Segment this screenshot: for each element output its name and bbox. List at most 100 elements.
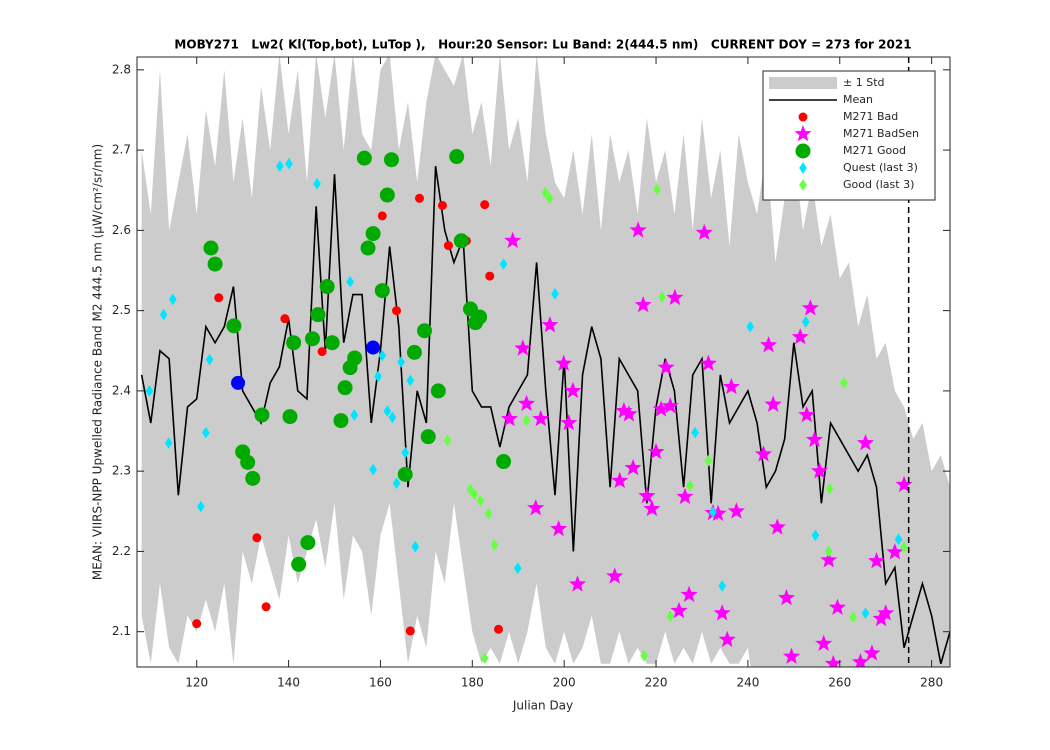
marker xyxy=(764,395,782,412)
marker xyxy=(620,405,638,422)
marker xyxy=(499,258,508,270)
y-tick-label: 2.2 xyxy=(112,544,131,558)
marker xyxy=(333,413,349,429)
marker xyxy=(360,240,376,256)
marker xyxy=(653,183,661,196)
y-tick-label: 2.6 xyxy=(112,223,131,237)
marker xyxy=(811,529,820,542)
marker xyxy=(657,358,675,375)
legend-label: Good (last 3) xyxy=(843,178,914,191)
legend-box xyxy=(762,70,936,201)
marker xyxy=(680,585,698,603)
marker xyxy=(810,462,829,479)
marker xyxy=(214,293,224,303)
marker xyxy=(379,187,395,203)
marker xyxy=(798,405,816,423)
marker xyxy=(366,340,381,355)
legend-label: Quest (last 3) xyxy=(843,161,918,174)
x-tick-label: 280 xyxy=(920,676,943,690)
marker xyxy=(231,375,246,390)
marker xyxy=(484,507,493,520)
marker xyxy=(815,634,833,652)
marker xyxy=(514,339,532,356)
marker xyxy=(304,331,320,347)
marker xyxy=(480,652,489,665)
marker xyxy=(718,630,736,647)
marker xyxy=(254,407,270,423)
marker xyxy=(638,487,656,504)
marker xyxy=(470,488,479,501)
marker xyxy=(397,466,413,482)
marker xyxy=(504,231,522,249)
marker xyxy=(420,429,436,445)
marker xyxy=(207,256,223,272)
marker xyxy=(624,458,642,476)
marker xyxy=(496,454,512,470)
marker xyxy=(661,397,679,414)
marker xyxy=(877,604,895,621)
marker xyxy=(378,349,387,362)
marker xyxy=(643,499,661,517)
marker xyxy=(886,543,904,560)
marker xyxy=(517,394,536,412)
marker xyxy=(392,306,402,316)
marker xyxy=(872,609,890,627)
plot-layer xyxy=(140,57,950,667)
marker xyxy=(634,296,652,313)
marker xyxy=(205,353,214,366)
marker xyxy=(849,611,857,624)
marker xyxy=(713,604,731,621)
marker xyxy=(411,540,420,553)
x-tick-label: 220 xyxy=(645,676,668,690)
marker xyxy=(647,442,665,460)
marker xyxy=(691,426,699,439)
marker xyxy=(286,335,302,351)
marker xyxy=(197,500,205,513)
marker xyxy=(824,545,833,558)
legend-swatch xyxy=(795,143,811,159)
marker xyxy=(414,193,424,203)
marker xyxy=(291,556,307,572)
y-tick-label: 2.7 xyxy=(112,143,131,157)
marker xyxy=(346,275,354,288)
marker xyxy=(493,624,503,634)
marker xyxy=(825,482,834,495)
marker xyxy=(894,533,903,546)
marker xyxy=(430,383,446,399)
x-tick-label: 240 xyxy=(736,676,759,690)
marker xyxy=(863,644,881,661)
marker xyxy=(310,307,326,323)
marker xyxy=(405,626,415,636)
marker xyxy=(443,241,453,251)
marker xyxy=(791,328,809,345)
marker xyxy=(480,200,490,210)
x-tick-label: 160 xyxy=(369,676,392,690)
marker xyxy=(226,318,242,334)
x-tick-label: 140 xyxy=(277,676,300,690)
marker xyxy=(541,186,550,199)
marker xyxy=(443,434,452,447)
marker xyxy=(356,150,372,166)
marker xyxy=(754,445,773,462)
marker xyxy=(449,149,465,165)
marker xyxy=(560,414,578,431)
marker xyxy=(350,409,359,421)
marker xyxy=(666,288,684,306)
marker xyxy=(280,314,290,324)
marker xyxy=(406,344,422,360)
y-axis-label: MEAN: VIIRS-NPP Upwelled Radiance Band M… xyxy=(91,144,105,580)
legend-label: M271 BadSen xyxy=(843,127,919,140)
marker xyxy=(282,409,298,425)
marker xyxy=(867,552,886,569)
y-tick-label: 2.4 xyxy=(112,383,131,397)
marker xyxy=(768,518,786,535)
marker xyxy=(365,226,381,242)
marker xyxy=(240,454,256,470)
marker xyxy=(652,400,670,417)
marker xyxy=(861,607,870,620)
marker xyxy=(801,316,810,328)
marker xyxy=(527,499,545,516)
marker xyxy=(500,409,519,427)
